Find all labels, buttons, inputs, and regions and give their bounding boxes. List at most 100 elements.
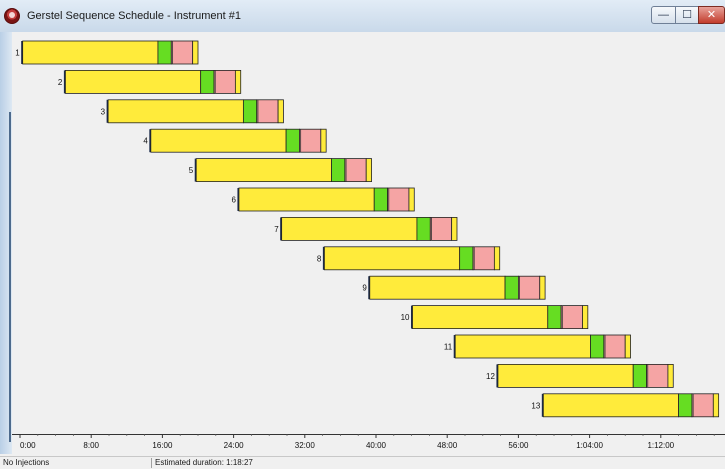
prep-segment bbox=[150, 128, 287, 153]
sequence-row-2: 2 bbox=[58, 70, 242, 94]
title-bar[interactable]: Gerstel Sequence Schedule - Instrument #… bbox=[0, 0, 725, 33]
wait-segment bbox=[429, 216, 453, 241]
row-label: 1 bbox=[15, 49, 20, 58]
injection-segment bbox=[459, 246, 474, 271]
row-label: 7 bbox=[274, 225, 279, 234]
tail-segment bbox=[192, 40, 199, 65]
injection-segment bbox=[331, 158, 346, 182]
row-label: 13 bbox=[531, 401, 540, 410]
injection-segment bbox=[590, 334, 605, 359]
prep-segment bbox=[22, 40, 159, 65]
axis-tick-label: 1:12:00 bbox=[647, 441, 674, 450]
estimated-duration: Estimated duration: 1:18:27 bbox=[155, 458, 253, 467]
injection-segment bbox=[157, 40, 172, 65]
prep-segment bbox=[238, 187, 375, 212]
close-icon: ✕ bbox=[706, 9, 717, 21]
sequence-row-3: 3 bbox=[101, 99, 284, 124]
sequence-row-12: 12 bbox=[486, 363, 674, 388]
sequence-row-10: 10 bbox=[401, 305, 589, 330]
minimize-button[interactable]: — bbox=[651, 6, 676, 24]
row-start-marker bbox=[541, 393, 544, 417]
injection-segment bbox=[547, 305, 562, 330]
wait-segment bbox=[387, 187, 410, 212]
tail-segment bbox=[320, 128, 327, 153]
injection-status: No Injections bbox=[3, 458, 50, 467]
wait-segment bbox=[646, 363, 669, 388]
injection-segment bbox=[285, 128, 300, 153]
row-label: 2 bbox=[58, 78, 63, 87]
row-start-marker bbox=[63, 70, 66, 94]
maximize-button[interactable]: ☐ bbox=[675, 6, 699, 24]
wait-segment bbox=[691, 393, 714, 418]
wait-segment bbox=[256, 99, 279, 124]
row-label: 5 bbox=[189, 166, 194, 175]
wait-segment bbox=[344, 158, 367, 182]
injection-segment bbox=[242, 99, 258, 124]
sequence-row-5: 5 bbox=[189, 158, 372, 182]
time-axis-svg: 0:00 8:00 16:00 24:00 32:00 40:00 48:00 56:00 1:… bbox=[12, 434, 725, 450]
row-label: 3 bbox=[101, 107, 106, 116]
row-label: 12 bbox=[486, 372, 495, 381]
row-label: 4 bbox=[143, 137, 148, 146]
injection-segment bbox=[416, 216, 431, 241]
wait-segment bbox=[472, 246, 495, 271]
tail-segment bbox=[712, 393, 720, 418]
sequence-row-4: 4 bbox=[143, 128, 327, 153]
sequence-row-7: 7 bbox=[274, 216, 458, 241]
sequence-chart-area: 1 2 3 4 5 6 7 8 9 10 11 12 13 bbox=[12, 32, 725, 434]
close-button[interactable]: ✕ bbox=[698, 6, 725, 24]
row-start-marker bbox=[106, 99, 109, 123]
minimize-icon: — bbox=[658, 9, 669, 21]
injection-segment bbox=[373, 187, 388, 212]
tail-segment bbox=[234, 70, 242, 94]
prep-segment bbox=[195, 158, 332, 182]
tail-segment bbox=[539, 275, 546, 300]
wait-segment bbox=[603, 334, 626, 359]
row-label: 11 bbox=[444, 343, 453, 352]
injection-segment bbox=[200, 70, 215, 94]
wait-segment bbox=[213, 70, 236, 94]
prep-segment bbox=[412, 305, 549, 330]
row-start-marker bbox=[149, 129, 151, 153]
row-label: 9 bbox=[362, 284, 367, 293]
row-label: 6 bbox=[231, 196, 236, 205]
row-start-marker bbox=[453, 335, 456, 358]
injection-segment bbox=[504, 275, 519, 300]
prep-segment bbox=[369, 275, 506, 300]
axis-tick-label: 16:00 bbox=[152, 441, 173, 450]
sequence-row-8: 8 bbox=[317, 246, 501, 271]
window-title: Gerstel Sequence Schedule - Instrument #… bbox=[27, 10, 242, 22]
time-axis: 0:00 8:00 16:00 24:00 32:00 40:00 48:00 56:00 1:… bbox=[12, 434, 725, 456]
prep-segment bbox=[454, 334, 591, 359]
prep-segment bbox=[542, 393, 680, 418]
tail-segment bbox=[277, 99, 284, 124]
row-start-marker bbox=[21, 41, 23, 64]
tail-segment bbox=[667, 363, 674, 388]
status-separator bbox=[151, 458, 152, 468]
row-start-marker bbox=[237, 188, 239, 211]
row-label: 10 bbox=[401, 313, 410, 322]
maximize-icon: ☐ bbox=[682, 9, 692, 21]
tail-segment bbox=[582, 305, 589, 330]
row-start-marker bbox=[322, 246, 325, 270]
axis-tick-label: 24:00 bbox=[224, 441, 245, 450]
gerstel-app-icon[interactable] bbox=[4, 8, 20, 24]
prep-segment bbox=[64, 70, 202, 94]
axis-tick-label: 40:00 bbox=[366, 441, 387, 450]
injection-segment bbox=[678, 393, 693, 418]
row-start-marker bbox=[280, 217, 282, 241]
row-start-marker bbox=[194, 158, 197, 182]
prep-segment bbox=[107, 99, 244, 124]
tail-segment bbox=[493, 246, 501, 271]
axis-tick-label: 48:00 bbox=[437, 441, 458, 450]
wait-segment bbox=[560, 305, 583, 330]
axis-tick-label: 1:04:00 bbox=[576, 441, 603, 450]
sequence-row-6: 6 bbox=[231, 187, 415, 212]
sequence-row-9: 9 bbox=[362, 275, 546, 300]
left-scroll-indicator bbox=[9, 112, 11, 442]
sequence-row-1: 1 bbox=[15, 40, 199, 65]
axis-tick-label: 8:00 bbox=[83, 441, 99, 450]
sequence-row-13: 13 bbox=[531, 393, 720, 418]
tail-segment bbox=[624, 334, 631, 359]
